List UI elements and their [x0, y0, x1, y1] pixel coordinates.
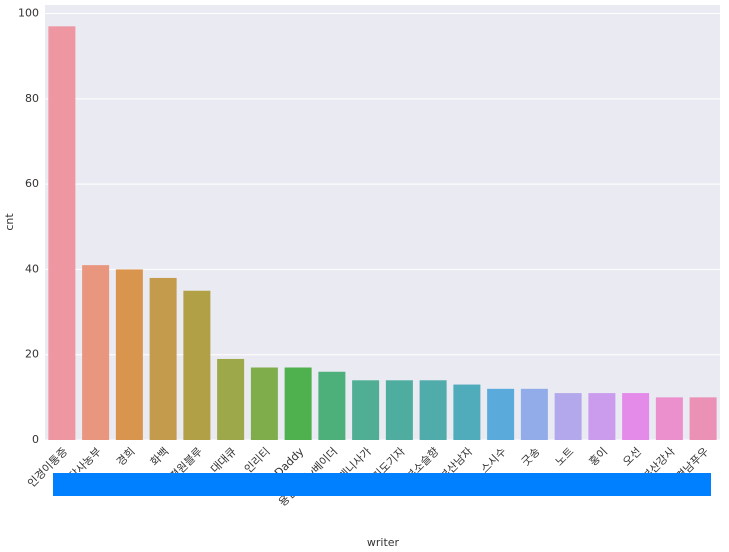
- y-tick-label: 20: [25, 348, 39, 361]
- bar: [149, 277, 177, 440]
- bar: [284, 367, 312, 440]
- bar: [115, 269, 143, 440]
- y-tick-label: 60: [25, 177, 39, 190]
- x-tick-label: 화백: [148, 445, 172, 469]
- bar: [487, 388, 515, 440]
- bar: [318, 371, 346, 440]
- redaction-bar: [53, 473, 711, 496]
- y-tick-label: 80: [25, 92, 39, 105]
- y-axis-label: cnt: [3, 213, 16, 231]
- bar: [554, 393, 582, 440]
- bar: [655, 397, 683, 440]
- x-tick-label: 노트: [553, 445, 577, 469]
- bars: [48, 26, 717, 441]
- bar: [48, 26, 76, 441]
- bar: [352, 380, 380, 440]
- bar: [588, 393, 616, 440]
- x-tick-label: 인리티: [242, 445, 273, 476]
- bar: [183, 290, 211, 440]
- plot-area: [45, 5, 720, 440]
- bar: [385, 380, 413, 440]
- bar: [82, 265, 110, 440]
- y-tick-label: 0: [32, 433, 39, 446]
- bar: [453, 384, 481, 440]
- y-tick-label: 100: [18, 7, 39, 20]
- x-tick-label: 오선: [620, 445, 644, 469]
- bar: [250, 367, 278, 440]
- x-tick-label: 스시수: [478, 445, 509, 476]
- bar: [622, 393, 650, 440]
- x-tick-label: 대대큐: [208, 445, 239, 476]
- x-tick-label: 굿송: [519, 445, 543, 469]
- bar: [217, 358, 245, 440]
- y-tick-label: 40: [25, 262, 39, 275]
- x-axis-label: writer: [367, 536, 400, 549]
- x-tick-label: 경희: [114, 445, 138, 469]
- bar: [689, 397, 717, 440]
- bar: [520, 388, 548, 440]
- x-tick-label: 홍이: [586, 444, 610, 468]
- bar: [419, 380, 447, 440]
